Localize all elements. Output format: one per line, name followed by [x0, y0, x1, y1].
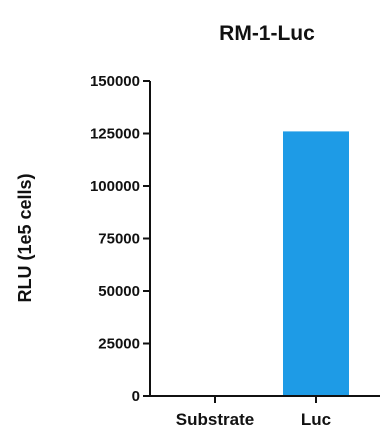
- y-tick-label: 0: [132, 388, 140, 405]
- y-tick-label: 125000: [90, 126, 140, 143]
- chart-title: RM-1-Luc: [219, 22, 315, 45]
- y-tick-label: 150000: [90, 73, 140, 90]
- y-tick-label: 50000: [98, 283, 140, 300]
- plot-area: 0 25000 50000 75000 100000 125000 150000 Substr…: [90, 73, 380, 429]
- x-tick-label: Luc: [301, 410, 331, 429]
- x-tick-label: Substrate: [176, 410, 254, 429]
- bar-luc: [283, 131, 349, 396]
- y-axis-label: RLU (1e5 cells): [15, 173, 35, 302]
- y-tick-label: 100000: [90, 178, 140, 195]
- y-tick-label: 25000: [98, 336, 140, 353]
- y-tick-label: 75000: [98, 231, 140, 248]
